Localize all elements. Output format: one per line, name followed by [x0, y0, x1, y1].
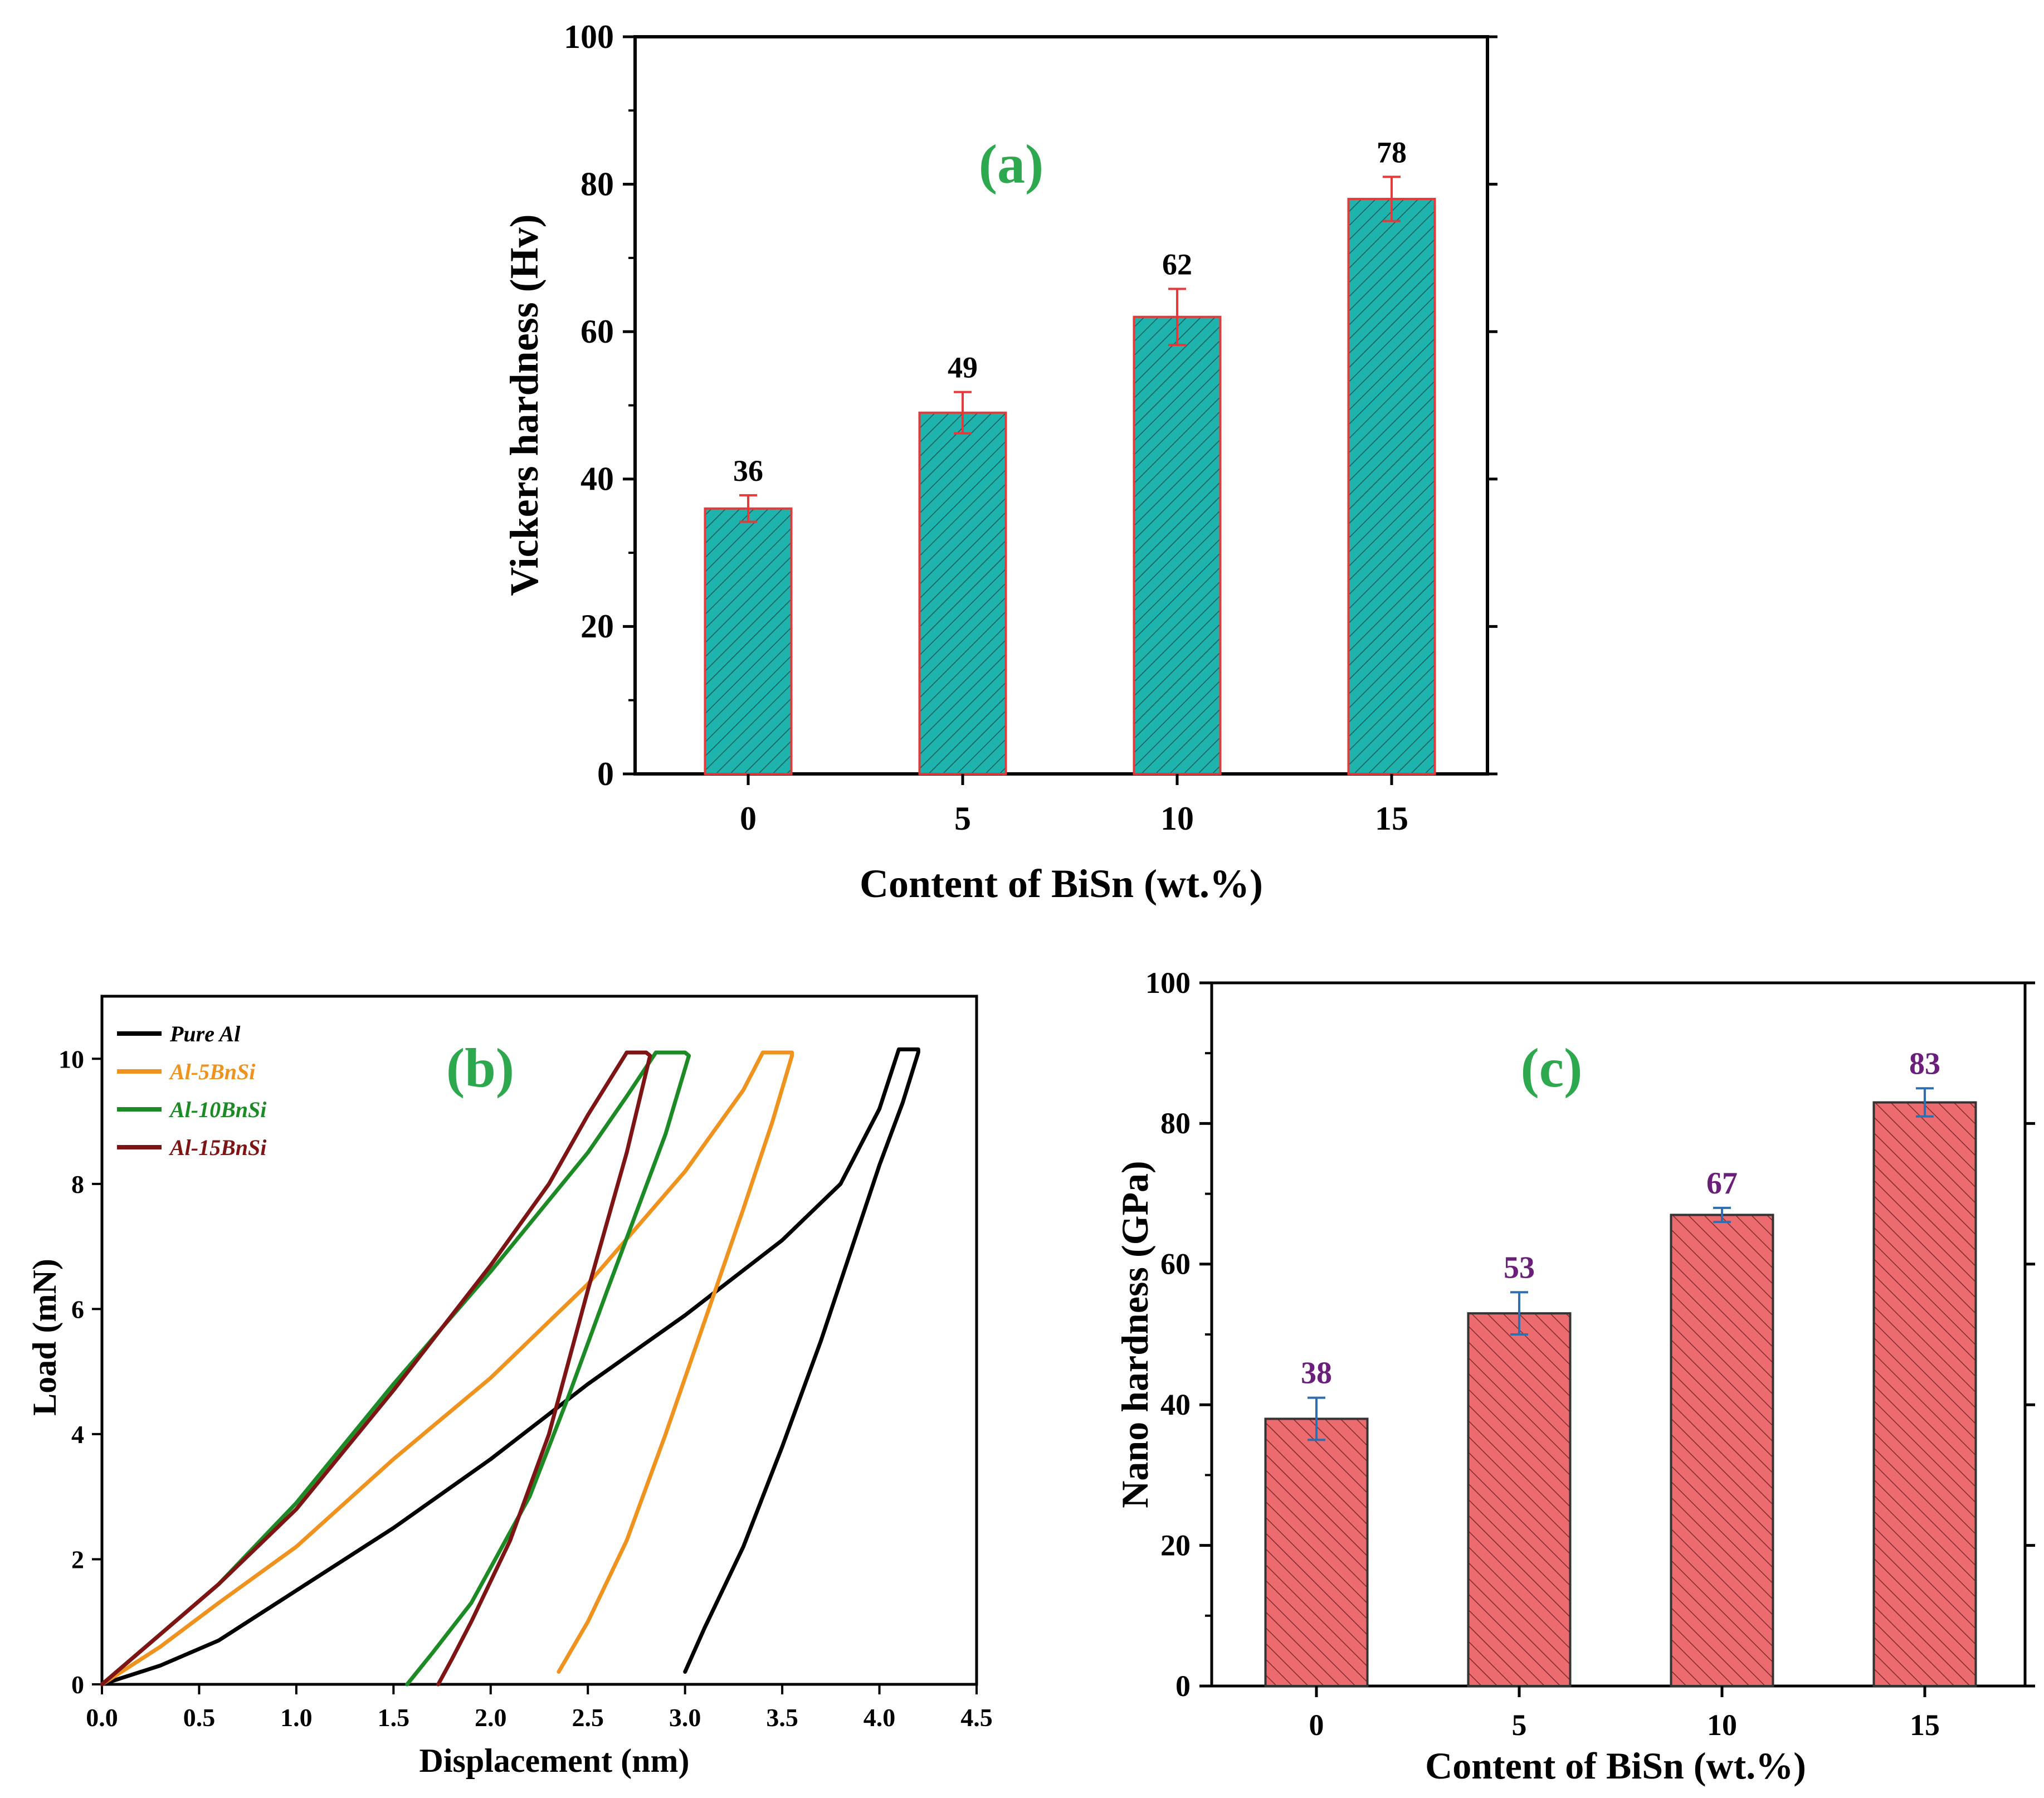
data-label-c: 53: [1504, 1250, 1535, 1285]
x-tick-label-c: 15: [1910, 1708, 1940, 1742]
y-tick-label-a: 0: [597, 756, 614, 792]
x-tick-label-b: 1.5: [378, 1703, 410, 1732]
x-tick-label-b: 3.0: [669, 1703, 701, 1732]
y-tick-label-a: 100: [564, 18, 614, 55]
data-label-a: 62: [1162, 247, 1192, 281]
legend-label: Al-15BnSi: [168, 1135, 266, 1160]
y-tick-label-b: 2: [71, 1545, 84, 1573]
series-line-pure-al: [100, 1047, 920, 1687]
x-tick-label-b: 2.5: [572, 1703, 604, 1732]
bar-a: [918, 411, 1007, 775]
data-label-c: 67: [1706, 1166, 1738, 1201]
x-tick-label-a: 10: [1160, 800, 1194, 837]
y-tick-label-a: 20: [580, 608, 614, 645]
x-tick-label-b: 0.5: [183, 1703, 216, 1732]
data-label-c: 83: [1909, 1046, 1940, 1081]
x-tick-label-a: 0: [740, 800, 757, 837]
x-tick-label-c: 5: [1512, 1708, 1527, 1742]
x-tick-label-b: 4.0: [864, 1703, 896, 1732]
y-tick-label-c: 80: [1160, 1107, 1191, 1140]
y-tick-label-c: 20: [1160, 1528, 1191, 1562]
chart-panel-a: 0 20 40 60 80 100 36 0 49 5 62 10 78 15 (a) Vickers h…: [502, 18, 1497, 906]
bar-c: [1264, 1417, 1369, 1687]
y-tick-label-a: 60: [580, 313, 614, 350]
bar-a: [1133, 315, 1222, 775]
y-tick-label-b: 8: [71, 1170, 84, 1198]
legend-label: Al-10BnSi: [168, 1097, 266, 1122]
legend-label: Al-5BnSi: [168, 1059, 255, 1084]
x-tick-label-b: 3.5: [766, 1703, 798, 1732]
x-tick-label-a: 15: [1375, 800, 1408, 837]
x-tick-label-b: 4.5: [960, 1703, 993, 1732]
data-label-a: 78: [1377, 135, 1407, 169]
series-line-al-5bnsi: [100, 1050, 794, 1687]
x-tick-label-c: 10: [1707, 1708, 1737, 1742]
x-tick-label-c: 0: [1309, 1708, 1324, 1742]
bar-c: [1467, 1312, 1572, 1687]
y-tick-label-b: 0: [71, 1670, 84, 1699]
x-axis-title-c: Content of BiSn (wt.%): [1425, 1745, 1806, 1787]
y-tick-label-b: 4: [71, 1420, 84, 1449]
y-tick-label-c: 100: [1145, 966, 1191, 1000]
legend-label: Pure Al: [169, 1021, 241, 1046]
data-label-c: 38: [1301, 1356, 1332, 1391]
y-tick-label-a: 80: [580, 165, 614, 202]
data-label-a: 49: [948, 351, 978, 384]
chart-panel-b: 0.0 0.5 1.0 1.5 2.0 2.5 3.0 3.5 4.0 4.5 0 2 4 6 8 10 Pur…: [26, 995, 993, 1779]
y-tick-label-b: 10: [58, 1045, 84, 1073]
panel-label-b: (b): [446, 1037, 514, 1099]
x-axis-title-b: Displacement (nm): [419, 1742, 690, 1779]
y-axis-title-a: Vickers hardness (Hv): [502, 214, 547, 596]
bar-c: [1670, 1214, 1774, 1687]
data-label-a: 36: [733, 454, 763, 488]
bar-c: [1872, 1101, 1977, 1687]
y-tick-label-c: 0: [1175, 1669, 1191, 1703]
x-tick-label-a: 5: [954, 800, 971, 837]
panel-label-c: (c): [1521, 1037, 1583, 1099]
series-line-al-15bnsi: [100, 1050, 652, 1687]
y-axis-title-b: Load (mN): [26, 1259, 63, 1416]
y-tick-label-a: 40: [580, 461, 614, 498]
bar-a: [704, 507, 793, 775]
chart-panel-c: 0 20 40 60 80 100 38 0 53 5 67 10 83 15 (c) Nano hard…: [1114, 966, 2035, 1787]
plot-frame-b: [100, 995, 978, 1686]
panel-label-a: (a): [979, 133, 1044, 195]
y-tick-label-c: 40: [1160, 1388, 1191, 1421]
y-tick-label-b: 6: [71, 1295, 84, 1323]
x-tick-label-b: 0.0: [86, 1703, 118, 1732]
x-tick-label-b: 1.0: [280, 1703, 313, 1732]
bar-a: [1347, 198, 1436, 775]
x-axis-title-a: Content of BiSn (wt.%): [860, 861, 1263, 906]
y-tick-label-c: 60: [1160, 1248, 1191, 1281]
y-axis-title-c: Nano hardness (GPa): [1114, 1161, 1156, 1508]
x-tick-label-b: 2.0: [475, 1703, 507, 1732]
